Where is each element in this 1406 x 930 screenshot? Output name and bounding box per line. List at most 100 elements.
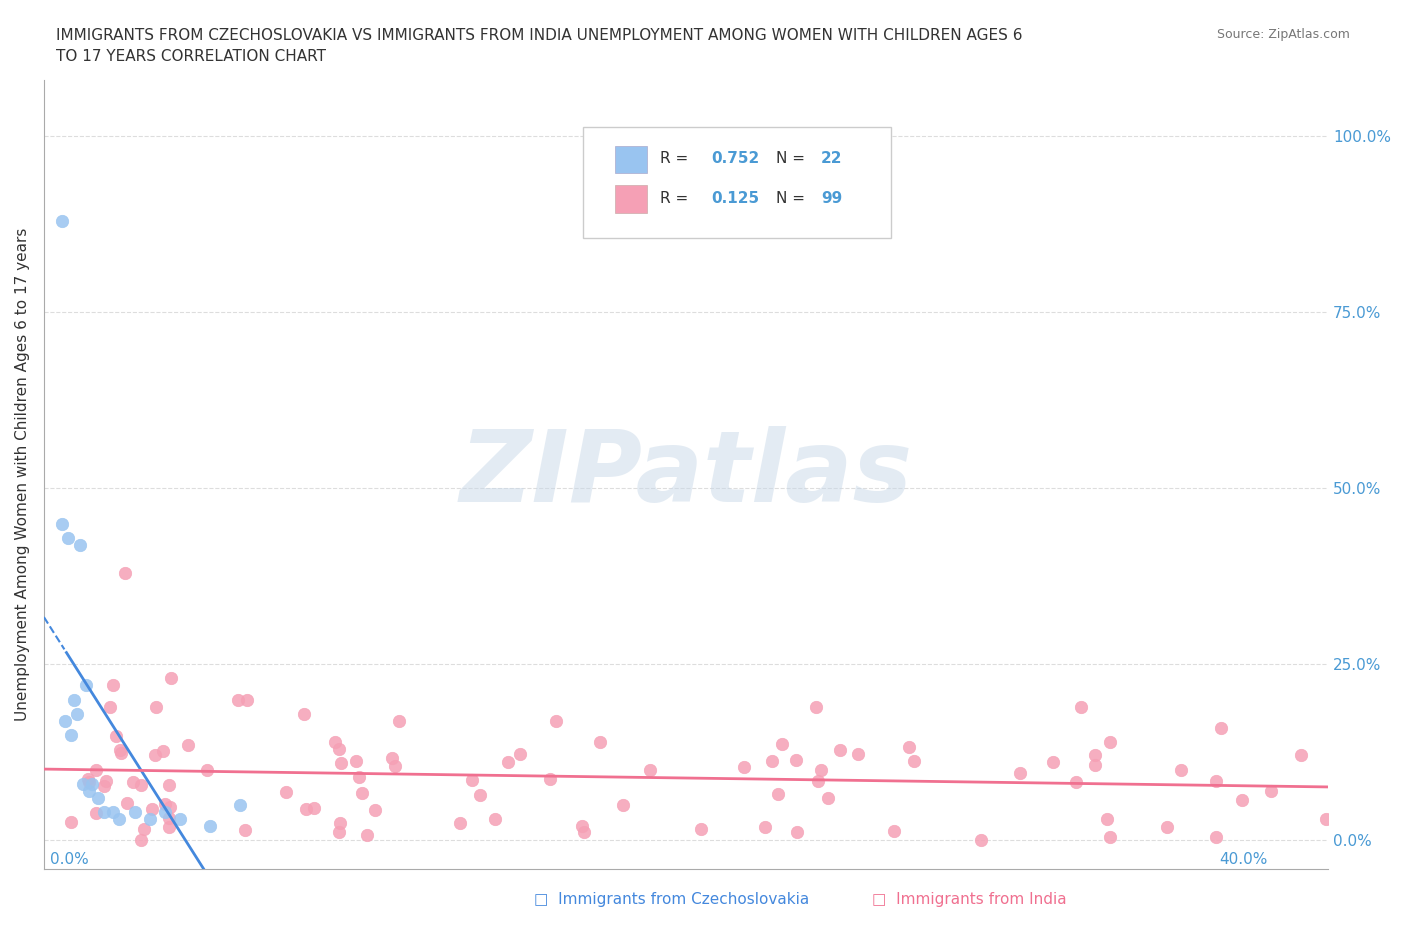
Point <box>94 774 117 789</box>
Point <box>77 775 100 790</box>
Point <box>817 790 839 805</box>
Point <box>770 737 793 751</box>
Point <box>1042 754 1064 769</box>
Point <box>330 756 353 771</box>
Point <box>157 811 180 826</box>
Point <box>152 743 174 758</box>
Point <box>114 565 136 580</box>
Point <box>87 790 110 805</box>
Point <box>93 804 115 819</box>
Point <box>157 819 180 834</box>
Point <box>294 706 316 721</box>
Text: 0.125: 0.125 <box>711 191 759 206</box>
Point <box>349 769 371 784</box>
Point <box>898 739 921 754</box>
Point <box>1230 793 1253 808</box>
Point <box>129 832 152 847</box>
Point <box>381 751 404 765</box>
Point <box>153 804 176 819</box>
Point <box>302 801 325 816</box>
Point <box>122 775 145 790</box>
Point <box>160 671 183 686</box>
Point <box>93 778 115 793</box>
Point <box>108 743 131 758</box>
Point <box>157 778 180 793</box>
Point <box>153 797 176 812</box>
Point <box>461 773 484 788</box>
Point <box>124 804 146 819</box>
Point <box>108 812 131 827</box>
Point <box>328 825 350 840</box>
Point <box>132 822 155 837</box>
Text: 40.0%: 40.0% <box>1219 852 1268 867</box>
Point <box>571 818 593 833</box>
Point <box>449 816 471 830</box>
Text: N =: N = <box>776 191 810 206</box>
Point <box>229 798 252 813</box>
Point <box>82 777 104 791</box>
FancyBboxPatch shape <box>616 185 648 213</box>
Point <box>56 530 79 545</box>
Text: ZIPatlas: ZIPatlas <box>460 426 912 523</box>
Point <box>75 678 97 693</box>
Point <box>226 692 249 707</box>
Point <box>1289 747 1312 762</box>
Point <box>60 727 83 742</box>
Point <box>786 825 808 840</box>
Point <box>804 699 827 714</box>
Point <box>325 735 347 750</box>
Point <box>356 828 378 843</box>
Point <box>233 823 256 838</box>
Point <box>72 777 94 791</box>
Point <box>141 802 163 817</box>
Point <box>59 815 82 830</box>
Point <box>235 692 257 707</box>
Point <box>53 713 76 728</box>
Point <box>51 214 73 229</box>
Point <box>145 748 167 763</box>
Text: □  Immigrants from India: □ Immigrants from India <box>872 892 1066 907</box>
Point <box>509 746 531 761</box>
Point <box>1099 830 1122 844</box>
Point <box>274 785 297 800</box>
Point <box>574 824 596 839</box>
Point <box>138 812 160 827</box>
Point <box>198 818 221 833</box>
Point <box>388 713 411 728</box>
Point <box>848 747 870 762</box>
Point <box>1070 699 1092 714</box>
Point <box>115 795 138 810</box>
Point <box>177 737 200 752</box>
Point <box>51 516 73 531</box>
Point <box>63 692 86 707</box>
Point <box>169 812 191 827</box>
Point <box>830 742 852 757</box>
Point <box>1211 720 1233 735</box>
Point <box>195 763 218 777</box>
Point <box>761 753 783 768</box>
Point <box>104 729 127 744</box>
Point <box>612 797 634 812</box>
Text: R =: R = <box>661 191 693 206</box>
Point <box>484 811 506 826</box>
Point <box>1098 735 1121 750</box>
Point <box>295 802 318 817</box>
Point <box>544 713 567 728</box>
Text: 99: 99 <box>821 191 842 206</box>
Point <box>84 763 107 777</box>
Point <box>496 754 519 769</box>
Text: 22: 22 <box>821 152 842 166</box>
Point <box>638 763 661 777</box>
Point <box>329 816 352 830</box>
Text: 0.0%: 0.0% <box>51 852 89 867</box>
Point <box>84 805 107 820</box>
Y-axis label: Unemployment Among Women with Children Ages 6 to 17 years: Unemployment Among Women with Children A… <box>15 228 30 721</box>
Point <box>883 824 905 839</box>
Point <box>690 821 713 836</box>
Point <box>159 800 181 815</box>
Point <box>1170 763 1192 777</box>
Point <box>754 819 776 834</box>
Point <box>1315 811 1337 826</box>
Point <box>110 745 132 760</box>
Text: N =: N = <box>776 152 810 166</box>
